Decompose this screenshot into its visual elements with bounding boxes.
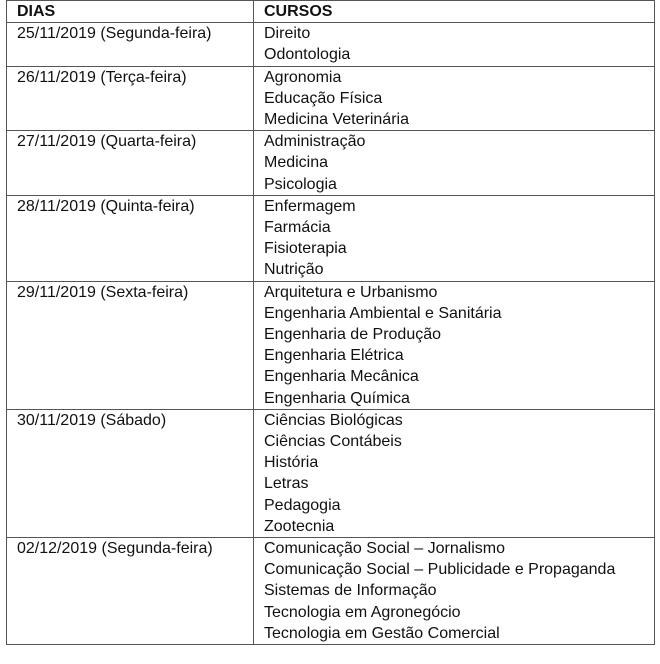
course-item: Pedagogia <box>264 496 341 514</box>
day-cell: 27/11/2019 (Quarta-feira) <box>6 130 254 196</box>
course-item: Psicologia <box>264 175 337 193</box>
courses-cell: Enfermagem Farmácia Fisioterapia Nutrição <box>253 194 655 282</box>
day-cell: 30/11/2019 (Sábado) <box>6 408 254 539</box>
course-item: Tecnologia em Gestão Comercial <box>264 624 500 642</box>
course-item: Medicina <box>264 154 329 172</box>
course-item: Ciências Contábeis <box>264 433 402 451</box>
table-row: 25/11/2019 (Segunda-feira) Direito Odontol… <box>6 22 655 67</box>
course-item: Nutrição <box>264 261 324 279</box>
course-item: Administração <box>264 133 366 151</box>
table-row: 26/11/2019 (Terça-feira) Agronomia Educaçã… <box>6 65 655 132</box>
course-item: Engenharia de Produção <box>264 326 442 344</box>
course-item: Agronomia <box>264 68 342 86</box>
day-cell: 26/11/2019 (Terça-feira) <box>6 65 254 132</box>
course-item: Medicina Veterinária <box>264 111 409 129</box>
course-item: Comunicação Social – Publicidade e Propa… <box>264 561 616 579</box>
day-cell: 28/11/2019 (Quinta-feira) <box>6 194 254 282</box>
course-item: Farmácia <box>264 219 331 237</box>
course-item: Ciências Biológicas <box>264 411 403 429</box>
course-item: Arquitetura e Urbanismo <box>264 283 438 301</box>
course-item: Comunicação Social – Jornalismo <box>264 540 505 558</box>
course-item: Tecnologia em Agronegócio <box>264 603 461 621</box>
day-cell: 29/11/2019 (Sexta-feira) <box>6 280 254 410</box>
courses-cell: Ciências Biológicas Ciências Contábeis His… <box>253 408 655 539</box>
course-item: História <box>264 454 319 472</box>
schedule-table: DIAS CURSOS 25/11/2019 (Segunda-feira) Di… <box>6 0 655 646</box>
header-courses: CURSOS <box>253 0 655 24</box>
table-row: 02/12/2019 (Segunda-feira) Comunicação So… <box>6 537 655 646</box>
course-item: Engenharia Ambiental e Sanitária <box>264 304 502 322</box>
day-cell: 02/12/2019 (Segunda-feira) <box>6 537 254 646</box>
table-row: 30/11/2019 (Sábado) Ciências Biológicas Ci… <box>6 408 655 539</box>
course-item: Enfermagem <box>264 197 356 215</box>
course-item: Fisioterapia <box>264 240 347 258</box>
course-item: Engenharia Mecânica <box>264 368 419 386</box>
course-item: Letras <box>264 475 309 493</box>
table-row: 29/11/2019 (Sexta-feira) Arquitetura e Ur… <box>6 280 655 410</box>
course-item: Zootecnia <box>264 517 335 535</box>
header-days: DIAS <box>6 0 254 24</box>
course-item: Sistemas de Informação <box>264 582 437 600</box>
courses-cell: Direito Odontologia <box>253 22 655 67</box>
courses-cell: Agronomia Educação Física Medicina Veterin… <box>253 65 655 132</box>
courses-cell: Comunicação Social – Jornalismo Comunicaç… <box>253 537 655 646</box>
table-row: 28/11/2019 (Quinta-feira) Enfermagem Farmá… <box>6 194 655 282</box>
course-item: Educação Física <box>264 89 383 107</box>
courses-cell: Arquitetura e Urbanismo Engenharia Ambien… <box>253 280 655 410</box>
course-item: Direito <box>264 25 311 43</box>
table-row: 27/11/2019 (Quarta-feira) Administração Me… <box>6 130 655 196</box>
course-item: Odontologia <box>264 46 351 64</box>
header-row: DIAS CURSOS <box>6 0 655 24</box>
course-item: Engenharia Elétrica <box>264 347 404 365</box>
courses-cell: Administração Medicina Psicologia <box>253 130 655 196</box>
day-cell: 25/11/2019 (Segunda-feira) <box>6 22 254 67</box>
course-item: Engenharia Química <box>264 389 410 407</box>
